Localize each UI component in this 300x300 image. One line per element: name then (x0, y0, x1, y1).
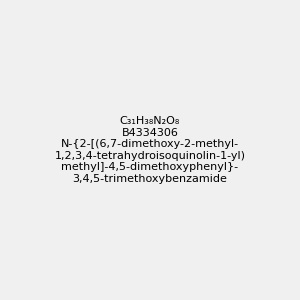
Text: C₃₁H₃₈N₂O₈
B4334306
N-{2-[(6,7-dimethoxy-2-methyl-
1,2,3,4-tetrahydroisoquinolin: C₃₁H₃₈N₂O₈ B4334306 N-{2-[(6,7-dimethoxy… (55, 116, 245, 184)
